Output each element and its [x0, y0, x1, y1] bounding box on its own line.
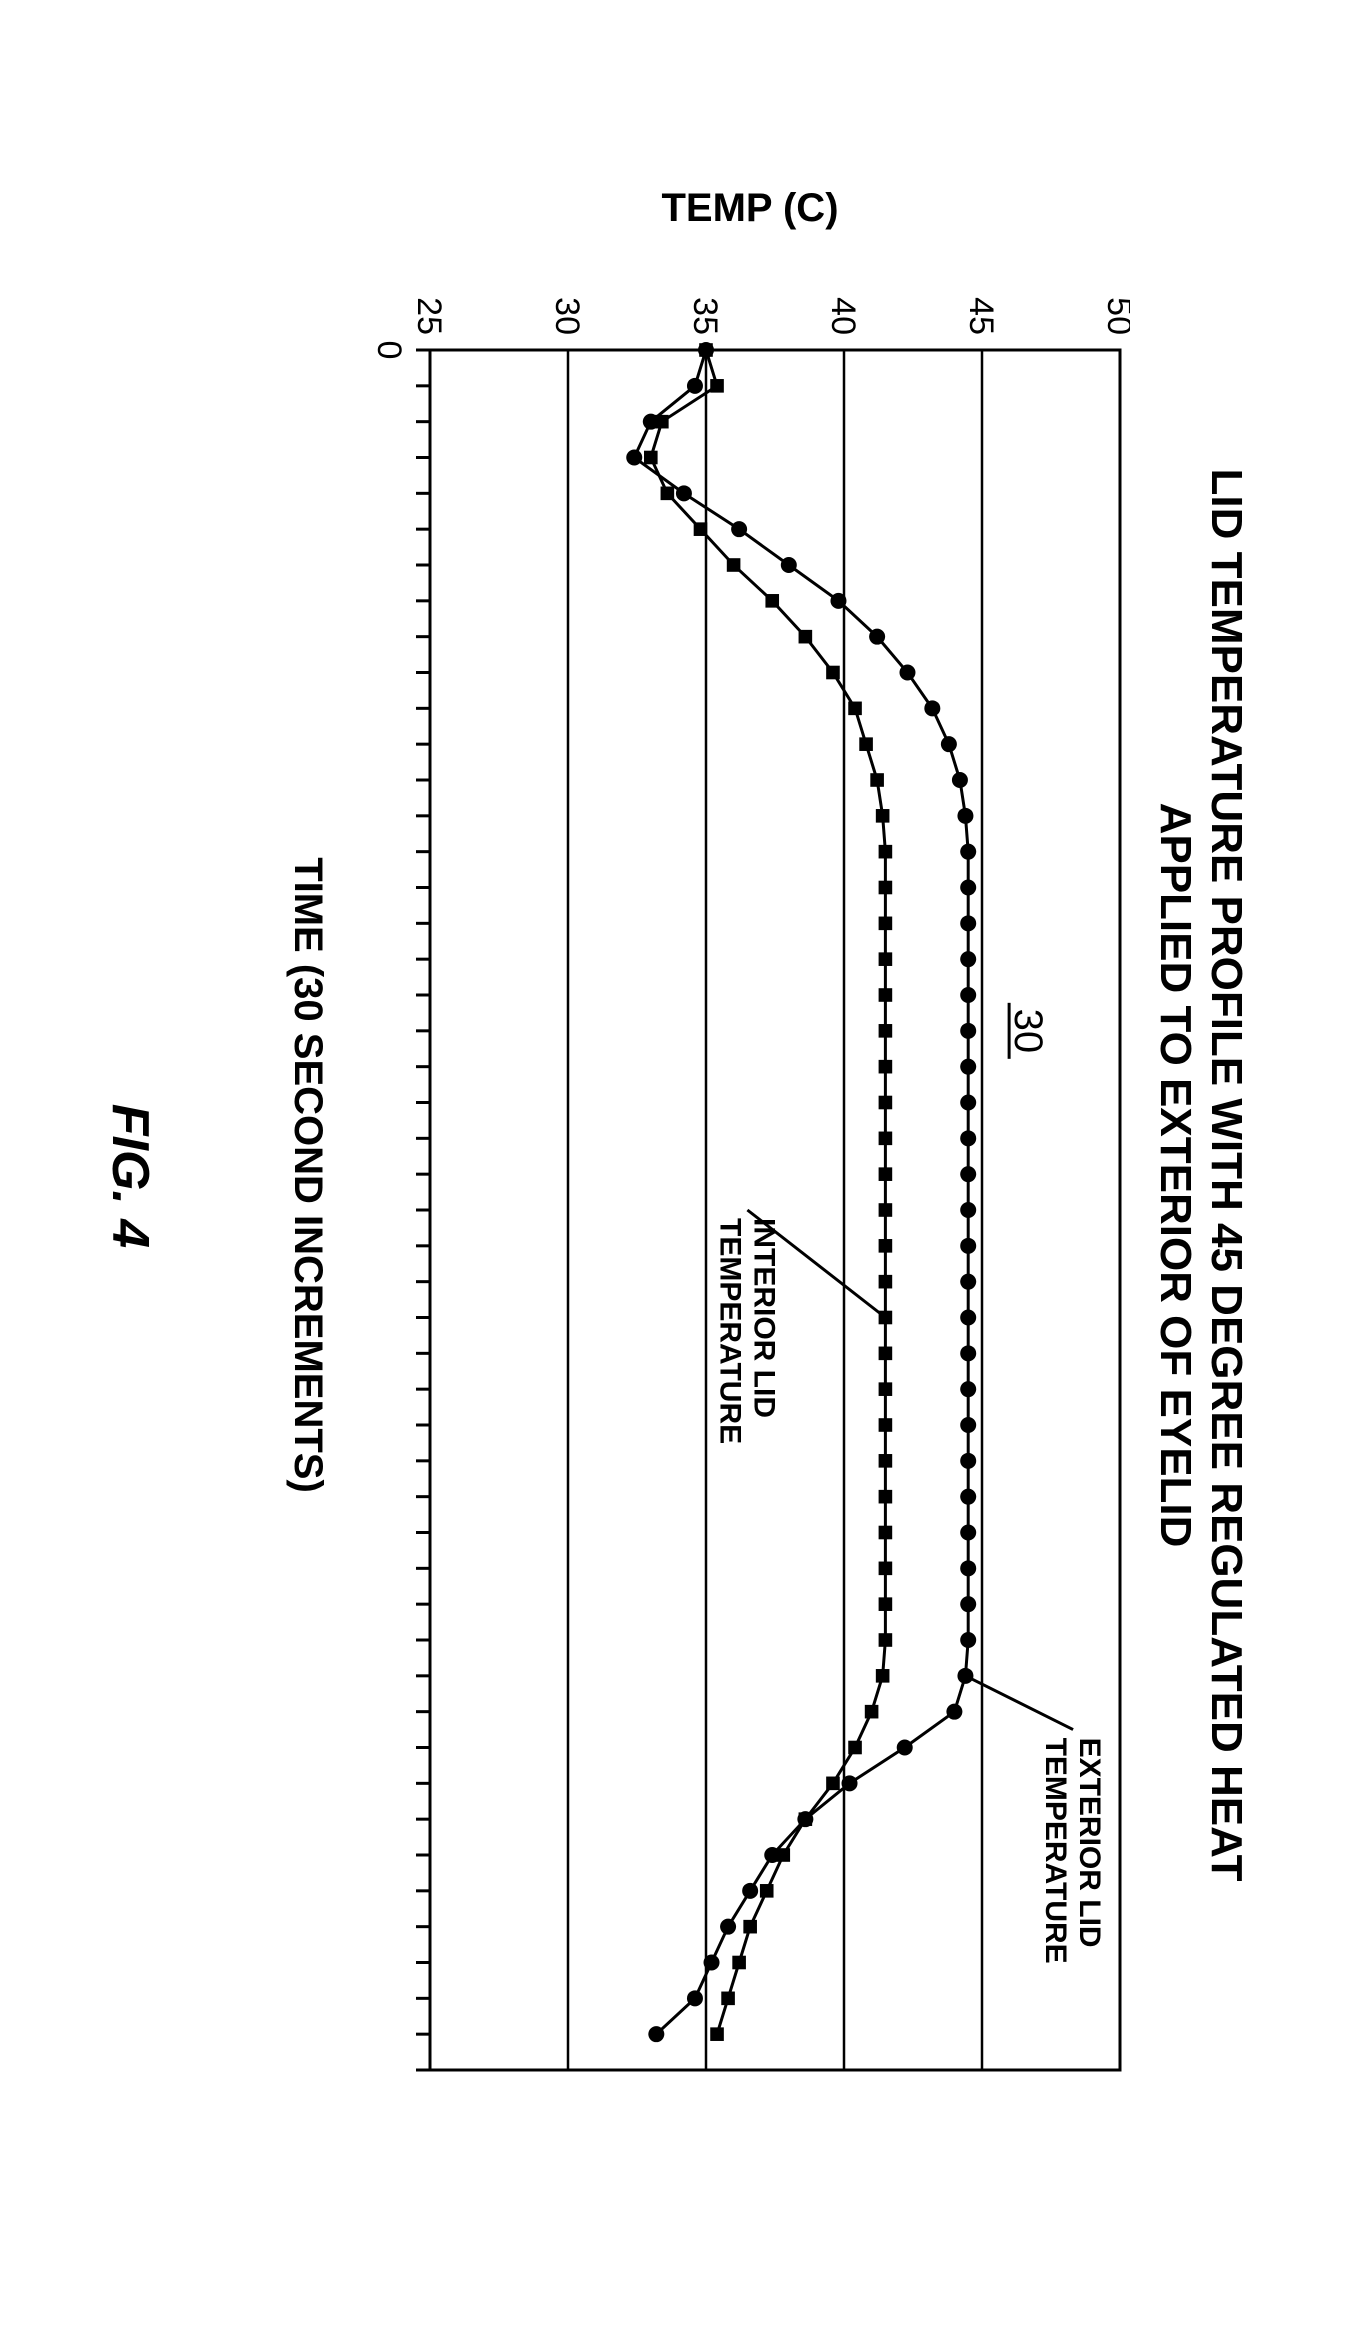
svg-text:45: 45 [962, 297, 1000, 335]
y-axis-label: TEMP (C) [661, 186, 838, 231]
svg-text:0: 0 [370, 341, 408, 360]
svg-text:INTERIOR LID: INTERIOR LID [747, 1218, 780, 1418]
svg-text:30: 30 [548, 297, 586, 335]
svg-text:35: 35 [686, 297, 724, 335]
svg-text:30: 30 [1006, 1009, 1050, 1053]
svg-text:50: 50 [1100, 297, 1130, 335]
svg-text:25: 25 [410, 297, 448, 335]
chart-title: LID TEMPERATURE PROFILE WITH 45 DEGREE R… [1150, 260, 1251, 2090]
figure-label: FIG. 4 [100, 0, 160, 2352]
x-axis-label: TIME (30 SECOND INCREMENTS) [285, 260, 330, 2090]
svg-text:TEMPERATURE: TEMPERATURE [1039, 1738, 1072, 1964]
svg-text:EXTERIOR LID: EXTERIOR LID [1073, 1738, 1106, 1948]
svg-text:40: 40 [824, 297, 862, 335]
chart-plot: 253035404550030EXTERIOR LIDTEMPERATUREIN… [370, 260, 1130, 2090]
svg-text:TEMPERATURE: TEMPERATURE [713, 1218, 746, 1444]
